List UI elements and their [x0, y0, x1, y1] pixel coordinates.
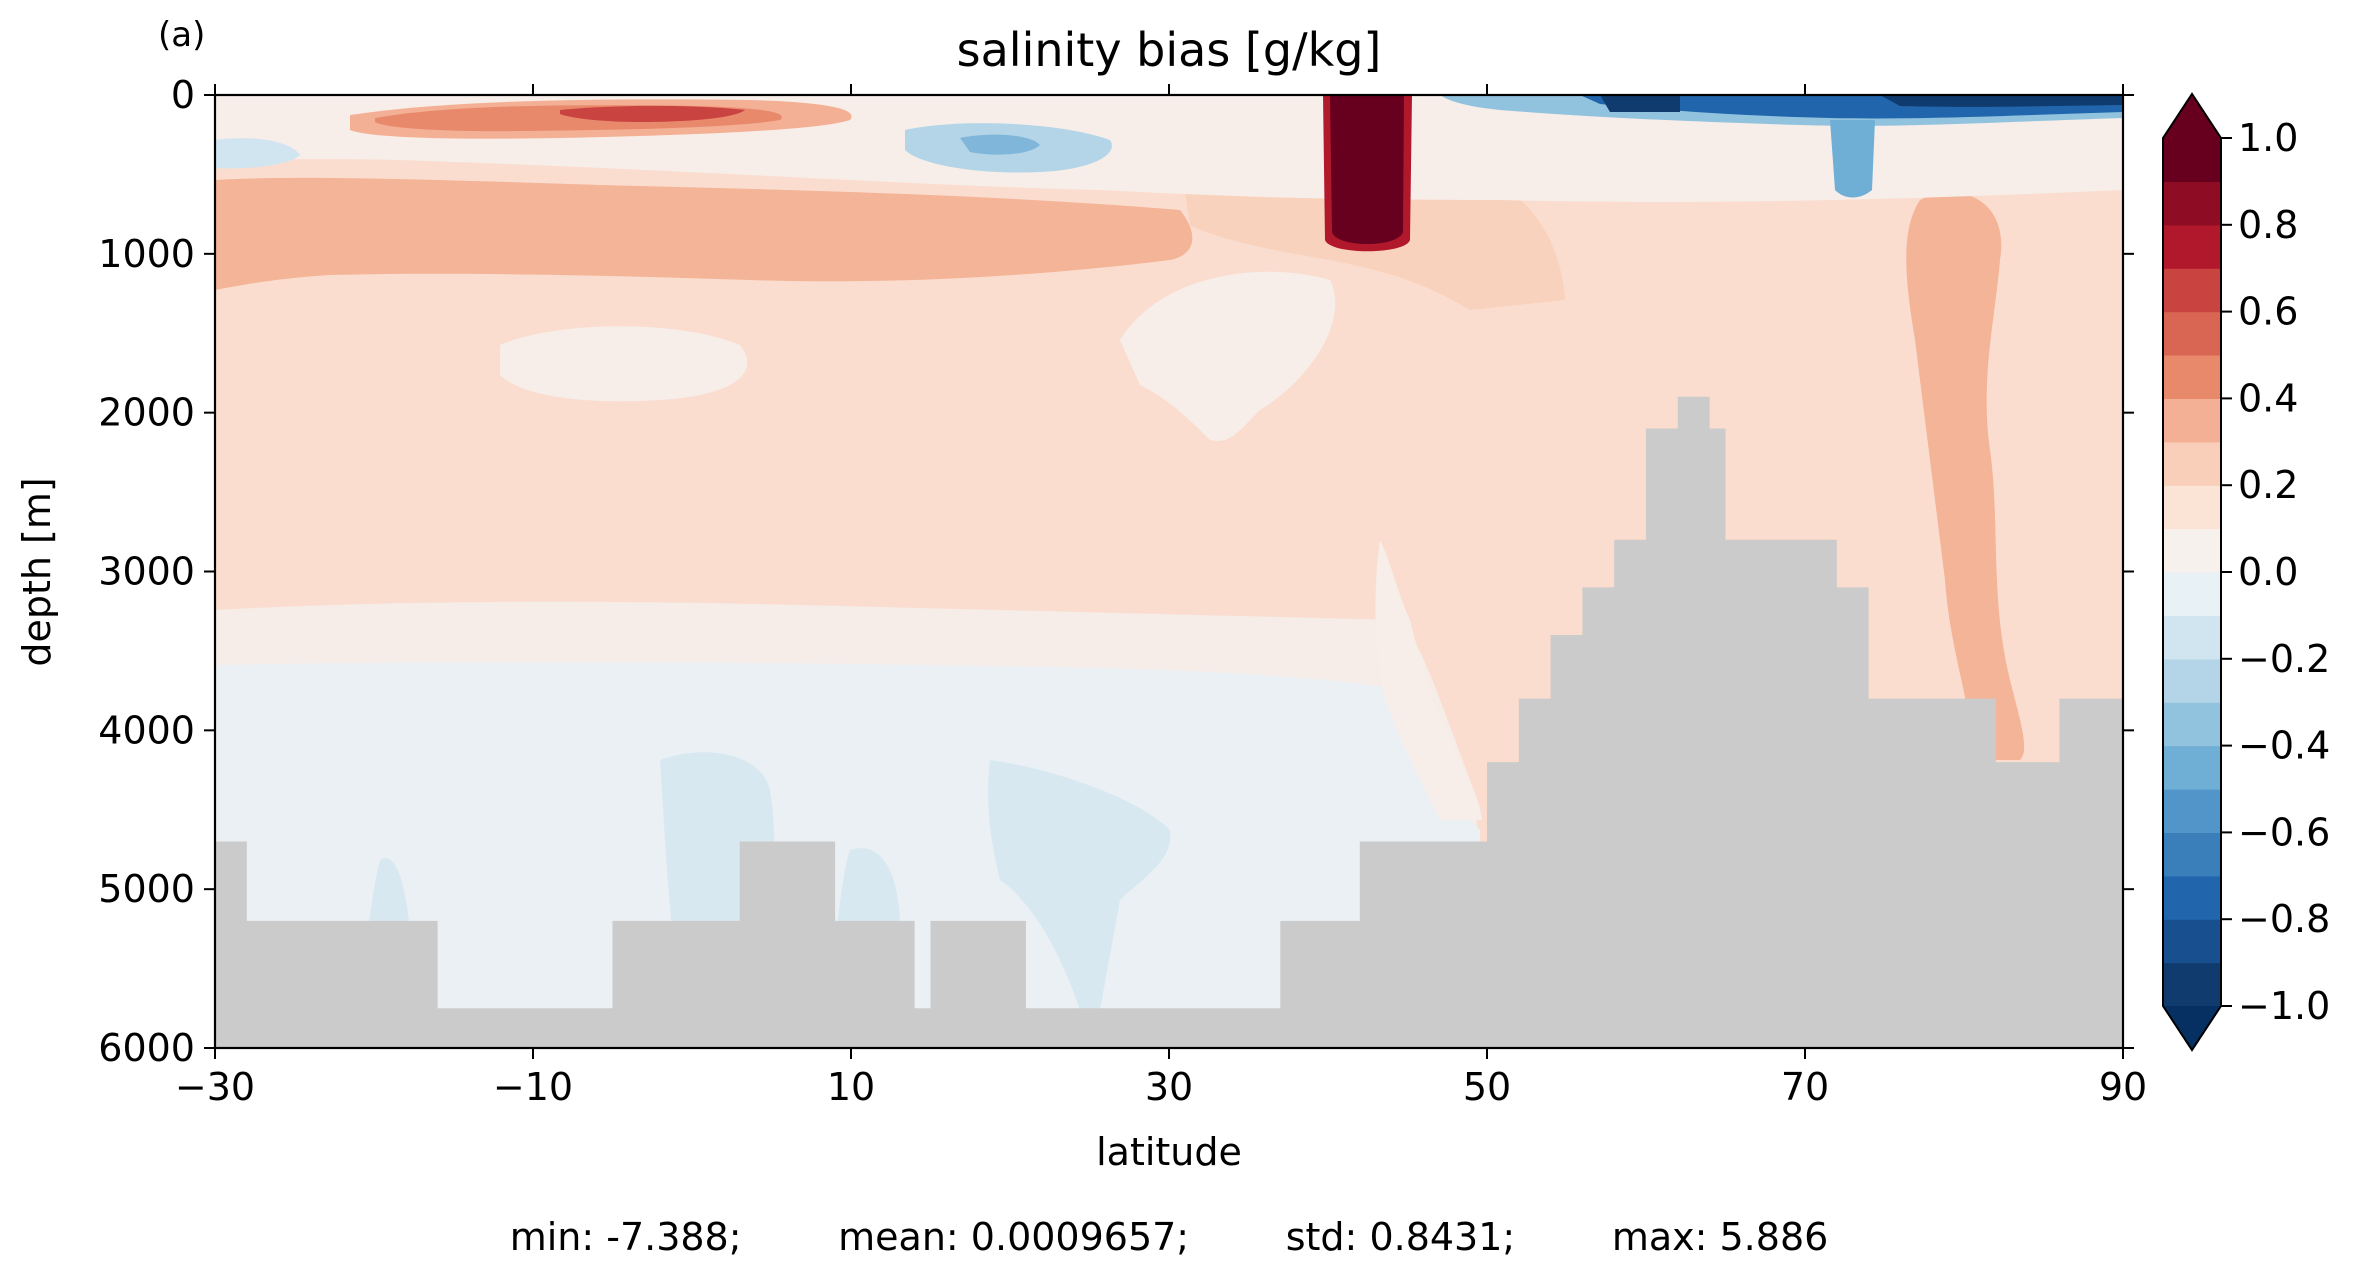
mid-pale-patch-1 — [500, 326, 748, 402]
colorbar-segment — [2163, 485, 2221, 530]
x-tick-label: −30 — [175, 1065, 255, 1109]
surface-blue-core — [960, 134, 1040, 155]
colorbar-segment — [2163, 268, 2221, 313]
y-tick-label: 6000 — [98, 1026, 195, 1070]
plot-area — [215, 95, 2123, 1048]
colorbar-segment — [2163, 441, 2221, 486]
colorbar-segment — [2163, 528, 2221, 573]
x-tick-label: 70 — [1781, 1065, 1829, 1109]
x-axis: −30 −10 10 30 50 70 90 — [175, 84, 2147, 1109]
colorbar-tick-label: 0.8 — [2238, 203, 2298, 247]
colorbar-tick-label: −1.0 — [2238, 984, 2330, 1028]
stats-line: min: -7.388; mean: 0.0009657; std: 0.843… — [510, 1215, 1829, 1259]
colorbar-segment — [2163, 962, 2221, 1007]
colorbar-segment — [2163, 658, 2221, 703]
colorbar-tick-label: −0.8 — [2238, 897, 2330, 941]
colorbar-segment — [2163, 615, 2221, 660]
arctic-positive-band — [1906, 192, 2025, 760]
y-tick-label: 1000 — [98, 232, 195, 276]
x-tick-label: 30 — [1145, 1065, 1193, 1109]
colorbar-segment — [2163, 181, 2221, 226]
colorbar: −1.0 −0.8 −0.6 −0.4 −0.2 0.0 0.2 0.4 0.6 0.8 1.0 — [2162, 92, 2330, 1052]
y-axis-label: depth [m] — [15, 477, 59, 666]
y-tick-label: 2000 — [98, 391, 195, 435]
colorbar-extend-max — [2163, 94, 2221, 138]
colorbar-tick-label: 1.0 — [2238, 116, 2298, 160]
x-tick-label: 10 — [827, 1065, 875, 1109]
colorbar-tick-label: 0.4 — [2238, 376, 2298, 420]
colorbar-segment — [2163, 789, 2221, 833]
colorbar-tick-label: −0.2 — [2238, 637, 2330, 681]
colorbar-segment — [2163, 138, 2221, 182]
north-blue-plume — [1830, 120, 1875, 198]
mid-pale-column — [1375, 540, 1482, 820]
panel-label: (a) — [158, 15, 205, 55]
colorbar-segment — [2163, 919, 2221, 964]
colorbar-tick-label: 0.6 — [2238, 290, 2298, 334]
x-tick-label: 90 — [2099, 1065, 2147, 1109]
y-tick-label: 0 — [171, 73, 195, 117]
abyss-blue-patch-3 — [988, 760, 1171, 1010]
colorbar-segment — [2163, 572, 2221, 616]
chart-title: salinity bias [g/kg] — [957, 23, 1382, 77]
colorbar-tick-label: −0.4 — [2238, 724, 2330, 768]
y-tick-label: 4000 — [98, 708, 195, 752]
colorbar-segment — [2163, 832, 2221, 877]
surface-red-core — [560, 105, 745, 122]
med-plume-core — [1330, 95, 1404, 244]
colorbar-segment — [2163, 311, 2221, 356]
y-tick-label: 3000 — [98, 550, 195, 594]
colorbar-tick-label: −0.6 — [2238, 810, 2330, 854]
colorbar-tick-label: 0.2 — [2238, 463, 2298, 507]
x-tick-label: −10 — [493, 1065, 573, 1109]
colorbar-segment — [2163, 702, 2221, 747]
colorbar-segment — [2163, 398, 2221, 443]
colorbar-tick-label: 0.0 — [2238, 550, 2298, 594]
x-tick-label: 50 — [1463, 1065, 1511, 1109]
y-tick-label: 5000 — [98, 867, 195, 911]
colorbar-segment — [2163, 875, 2221, 920]
x-axis-label: latitude — [1096, 1130, 1242, 1174]
deep-pale-blue — [215, 662, 1480, 1048]
upper-positive-band — [215, 177, 1193, 290]
colorbar-segment — [2163, 745, 2221, 790]
colorbar-segment — [2163, 224, 2221, 269]
y-axis: 0 1000 2000 3000 4000 5000 6000 — [98, 73, 2134, 1070]
colorbar-extend-min — [2163, 1006, 2221, 1050]
mid-pale-patch-2 — [1120, 271, 1336, 441]
surface-blue-sw — [215, 138, 300, 169]
colorbar-segment — [2163, 355, 2221, 399]
north-blue-core — [1600, 95, 2123, 112]
bathymetry-mask — [215, 396, 2123, 1048]
